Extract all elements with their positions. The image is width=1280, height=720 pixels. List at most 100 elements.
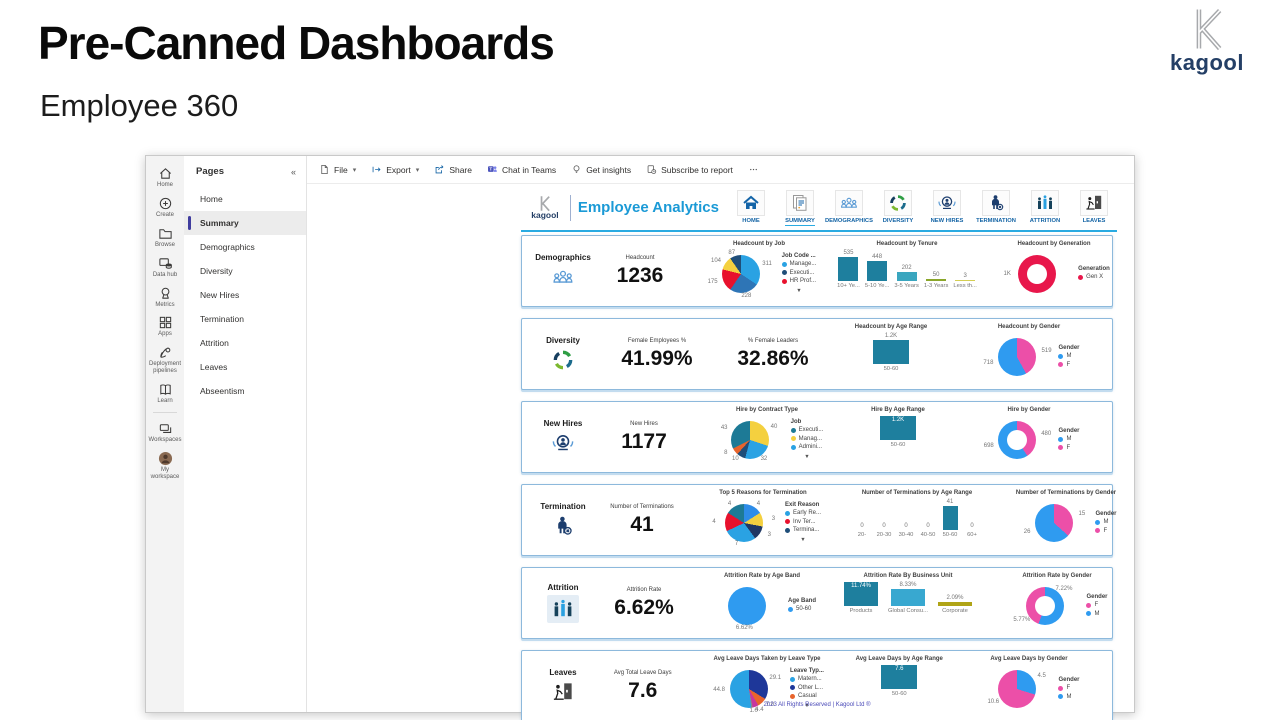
legend-item-executi[interactable]: Executi... <box>781 270 817 276</box>
bar-graphic[interactable] <box>838 257 859 281</box>
bar-graphic[interactable] <box>873 340 909 364</box>
rail-item-browse[interactable]: Browse <box>146 222 184 252</box>
page-item-attrition[interactable]: Attrition <box>200 338 229 348</box>
legend-item-m[interactable]: M <box>1086 611 1107 617</box>
rail-item-learn[interactable]: Learn <box>146 378 184 408</box>
page-item-new-hires[interactable]: New Hires <box>200 290 240 300</box>
report-nav-leaves[interactable]: LEAVES <box>1071 189 1117 226</box>
page-item-home[interactable]: Home <box>200 194 223 204</box>
toolbar-chat-in-teams[interactable]: T Chat in Teams <box>487 164 556 175</box>
bar-graphic[interactable] <box>937 601 972 607</box>
toolbar-label: Export <box>386 164 411 175</box>
chart-headcount-by-tenure[interactable]: Headcount by Tenure 535 10+ Ye... 448 5-10 Y… <box>834 238 980 304</box>
bar-graphic[interactable] <box>955 280 976 281</box>
kpi-female-leaders[interactable]: % Female Leaders 32.86% <box>718 321 828 387</box>
toolbar-subscribe-to-report[interactable]: Subscribe to report <box>646 164 733 175</box>
legend-item-casual[interactable]: Casual <box>790 693 824 699</box>
legend-item-m[interactable]: M <box>1095 519 1116 525</box>
legend-item-50-60[interactable]: 50-60 <box>787 606 816 612</box>
legend-item-f[interactable]: F <box>1058 445 1079 451</box>
report-nav-termination[interactable]: TERMINATION <box>973 189 1019 226</box>
kpi-attrition-rate[interactable]: Attrition Rate 6.62% <box>596 570 692 636</box>
rail-item-home[interactable]: Home <box>146 162 184 192</box>
chart-number-of-terminations-by-age-range[interactable]: Number of Terminations by Age Range 0 20- 0… <box>838 487 996 553</box>
legend-item-f[interactable]: F <box>1058 685 1079 691</box>
toolbar-more[interactable] <box>748 164 759 175</box>
chart-avg-leave-days-by-gender[interactable]: Avg Leave Days by Gender 4.5 10.6 Gender F M <box>954 653 1104 719</box>
page-item-demographics[interactable]: Demographics <box>200 242 255 252</box>
page-item-leaves[interactable]: Leaves <box>200 362 228 372</box>
page-item-termination[interactable]: Termination <box>200 314 244 324</box>
legend-item-other-l[interactable]: Other L... <box>790 685 824 691</box>
toolbar-export[interactable]: Export ▾ <box>371 164 419 175</box>
kpi-avg-total-leave-days[interactable]: Avg Total Leave Days 7.6 <box>597 653 689 719</box>
rail-item-workspaces[interactable]: Workspaces <box>146 417 184 447</box>
legend-item-manage[interactable]: Manage... <box>781 261 816 267</box>
legend-item-m[interactable]: M <box>1058 436 1079 442</box>
bar-graphic[interactable]: 1.2K <box>880 416 916 440</box>
rail-item-create[interactable]: Create <box>146 192 184 222</box>
bar-graphic[interactable] <box>891 589 925 607</box>
report-nav-demographics[interactable]: DEMOGRAPHICS <box>825 189 873 226</box>
rail-item-deployment-pipelines[interactable]: Deployment pipelines <box>146 341 184 378</box>
legend-item-f[interactable]: F <box>1095 528 1116 534</box>
kpi-headcount[interactable]: Headcount 1236 <box>596 238 684 304</box>
legend-item-f[interactable]: F <box>1058 362 1079 368</box>
legend-item-termina[interactable]: Termina... <box>784 527 821 533</box>
kpi-number-of-terminations[interactable]: Number of Terminations 41 <box>596 487 688 553</box>
chart-headcount-by-gender[interactable]: Headcount by Gender 519 718 Gender M F <box>954 321 1104 387</box>
chart-attrition-rate-by-gender[interactable]: Attrition Rate by Gender 7.22% 5.77% Gender… <box>984 570 1130 636</box>
bar-graphic[interactable]: 11.74% <box>844 582 879 607</box>
toolbar-get-insights[interactable]: Get insights <box>571 164 631 175</box>
chart-headcount-by-generation[interactable]: Headcount by Generation 1K Generation Gen X <box>980 238 1128 304</box>
bar-graphic[interactable] <box>926 278 947 281</box>
legend-item-admini[interactable]: Admini... <box>790 444 824 450</box>
kpi-new-hires[interactable]: New Hires 1177 <box>598 404 690 470</box>
chart-attrition-rate-by-business-unit[interactable]: Attrition Rate By Business Unit 11.74% Pro… <box>832 570 984 636</box>
bar-graphic[interactable] <box>867 260 888 281</box>
legend-item-early-re[interactable]: Early Re... <box>784 510 821 516</box>
chart-top-5-reasons-for-termination[interactable]: Top 5 Reasons for Termination 4 3 3 7 4 4 Exit … <box>688 487 838 553</box>
bar-graphic[interactable]: 7.6 <box>881 665 918 689</box>
legend-item-matern[interactable]: Matern... <box>790 676 824 682</box>
bar-graphic[interactable] <box>942 506 958 530</box>
report-nav-home[interactable]: HOME <box>728 189 774 226</box>
legend-more-icon[interactable]: ▼ <box>800 536 806 543</box>
pages-collapse-icon[interactable]: « <box>290 166 296 177</box>
legend-more-icon[interactable]: ▼ <box>804 453 810 460</box>
legend-item-f[interactable]: F <box>1086 602 1107 608</box>
legend-item-m[interactable]: M <box>1058 353 1079 359</box>
page-item-diversity[interactable]: Diversity <box>200 266 233 276</box>
chart-hire-by-contract-type[interactable]: Hire by Contract Type 40 32 10 8 43 Job Executi… <box>692 404 842 470</box>
chart-headcount-by-job[interactable]: Headcount by Job 311 228 175 104 87 Job Code .… <box>684 238 834 304</box>
rail-item-apps[interactable]: Apps <box>146 311 184 341</box>
legend-item-inv-ter[interactable]: Inv Ter... <box>784 519 821 525</box>
report-nav-summary[interactable]: SUMMARY <box>777 189 823 226</box>
legend-item-m[interactable]: M <box>1058 694 1079 700</box>
toolbar-file[interactable]: File ▾ <box>319 164 356 175</box>
legend-item-hr-prof[interactable]: HR Prof... <box>781 278 817 284</box>
chart-number-of-terminations-by-gender[interactable]: Number of Terminations by Gender 15 26 Gend… <box>996 487 1136 553</box>
legend-more-icon[interactable]: ▼ <box>796 287 802 294</box>
report-nav-attrition[interactable]: ATTRITION <box>1022 189 1068 226</box>
kpi-female-employees[interactable]: Female Employees % 41.99% <box>605 321 709 387</box>
bar-graphic[interactable] <box>896 271 917 281</box>
rail-item-my-workspace[interactable]: My workspace <box>146 447 184 484</box>
legend-more-icon[interactable]: ▼ <box>804 702 810 709</box>
chart-attrition-rate-by-age-band[interactable]: Attrition Rate by Age Band 6.62% Age Band 5… <box>692 570 832 636</box>
report-nav-diversity[interactable]: DIVERSITY <box>875 189 921 226</box>
legend-item-manag[interactable]: Manag... <box>790 436 824 442</box>
report-nav-new-hires[interactable]: NEW HIRES <box>924 189 970 226</box>
toolbar-share[interactable]: Share <box>434 164 472 175</box>
rail-item-metrics[interactable]: Metrics <box>146 282 184 312</box>
rail-item-data-hub[interactable]: Data hub <box>146 252 184 282</box>
page-item-abseentism[interactable]: Abseentism <box>200 386 245 396</box>
legend-item-gen-x[interactable]: Gen X <box>1078 274 1110 280</box>
chart-headcount-by-age-range[interactable]: Headcount by Age Range 1.2K 50-60 <box>837 321 945 387</box>
chart-avg-leave-days-by-age-range[interactable]: Avg Leave Days by Age Range 7.6 50-60 <box>845 653 953 719</box>
chart-hire-by-age-range[interactable]: Hire By Age Range 1.2K 50-60 <box>844 404 952 470</box>
page-item-summary[interactable]: Summary <box>184 211 306 235</box>
chart-hire-by-gender[interactable]: Hire by Gender 480 698 Gender M F <box>954 404 1104 470</box>
chart-avg-leave-days-taken-by-leave-type[interactable]: Avg Leave Days Taken by Leave Type 29.1 7.… <box>690 653 845 719</box>
legend-item-executi[interactable]: Executi... <box>790 427 823 433</box>
